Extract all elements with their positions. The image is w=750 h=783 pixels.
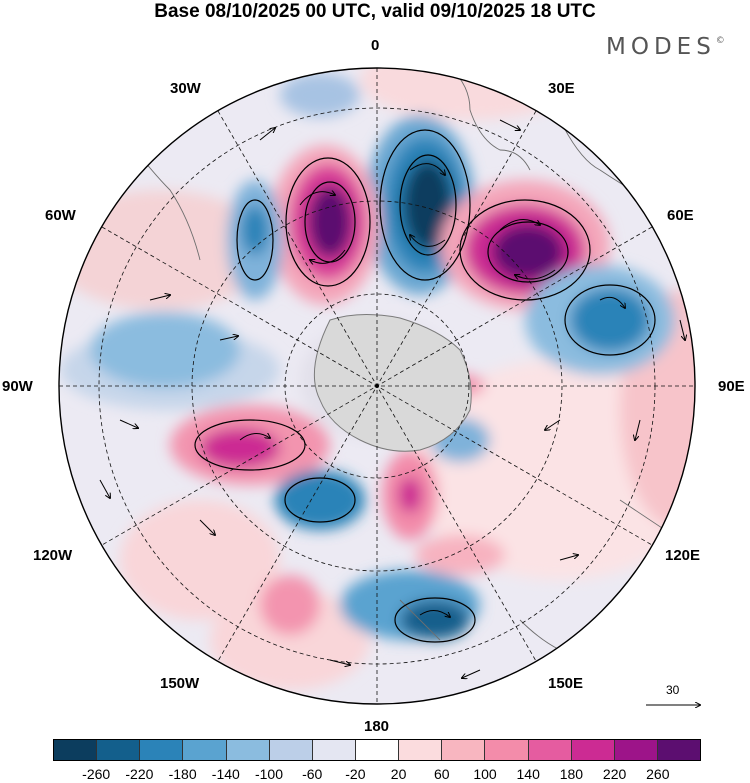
longitude-label-60w: 60W	[45, 207, 76, 224]
colorbar-swatch	[54, 740, 98, 760]
map-boundary	[58, 67, 696, 705]
longitude-label-180: 180	[364, 718, 390, 735]
colorbar	[53, 739, 701, 761]
longitude-label-0: 0	[371, 37, 380, 54]
colorbar-tick-label: -180	[168, 766, 197, 782]
longitude-label-30w: 30W	[170, 80, 201, 97]
colorbar-tick-label: 100	[473, 766, 497, 782]
colorbar-tick-label: -60	[302, 766, 323, 782]
longitude-label-120w: 120W	[33, 547, 73, 564]
colorbar-swatch	[269, 740, 313, 760]
reference-vector-label: 30	[666, 683, 680, 697]
colorbar-ticks: -260 -220 -180 -140 -100 -60 -20 20 60 100 140 180 2…	[53, 766, 701, 783]
colorbar-tick-label: -220	[125, 766, 154, 782]
colorbar-tick-label: 20	[390, 766, 407, 782]
colorbar-swatch	[657, 740, 701, 760]
colorbar-tick-label: 220	[602, 766, 627, 782]
colorbar-swatch	[614, 740, 658, 760]
colorbar-swatch	[140, 740, 184, 760]
colorbar-swatch	[97, 740, 141, 760]
colorbar-tick-label: 180	[559, 766, 584, 782]
colorbar-tick-label: -100	[254, 766, 284, 782]
colorbar-swatch	[312, 740, 356, 760]
colorbar-swatch	[226, 740, 270, 760]
longitude-label-120e: 120E	[665, 547, 701, 564]
longitude-label-150e: 150E	[548, 675, 584, 692]
longitude-label-90w: 90W	[2, 378, 33, 395]
colorbar-swatch	[442, 740, 486, 760]
longitude-label-90e: 90E	[718, 378, 745, 395]
colorbar-swatch	[355, 740, 400, 760]
colorbar-tick-label: 260	[646, 766, 670, 782]
brand-mark: ©	[715, 36, 725, 46]
colorbar-tick-label: -260	[82, 766, 111, 782]
wind-vectors	[99, 119, 685, 678]
colorbar-tick-label: 140	[516, 766, 540, 782]
chart-title: Base 08/10/2025 00 UTC, valid 09/10/2025…	[154, 1, 596, 22]
colorbar-swatch	[528, 740, 572, 760]
colorbar-tick-label: -20	[345, 766, 366, 782]
south-pole-marker	[375, 384, 379, 388]
colorbar-tick-label: -140	[211, 766, 240, 782]
longitude-label-30e: 30E	[548, 80, 575, 97]
brand-text: MODES	[606, 34, 716, 60]
colorbar-swatch	[571, 740, 615, 760]
colorbar-swatch	[485, 740, 529, 760]
longitude-label-60e: 60E	[667, 207, 694, 224]
colorbar-swatch	[399, 740, 443, 760]
colorbar-tick-label: 60	[434, 766, 450, 782]
colorbar-swatch	[183, 740, 227, 760]
longitude-label-150w: 150W	[160, 675, 200, 692]
modes-logo: MODES©	[606, 34, 725, 60]
antarctica-landmass	[313, 313, 472, 452]
